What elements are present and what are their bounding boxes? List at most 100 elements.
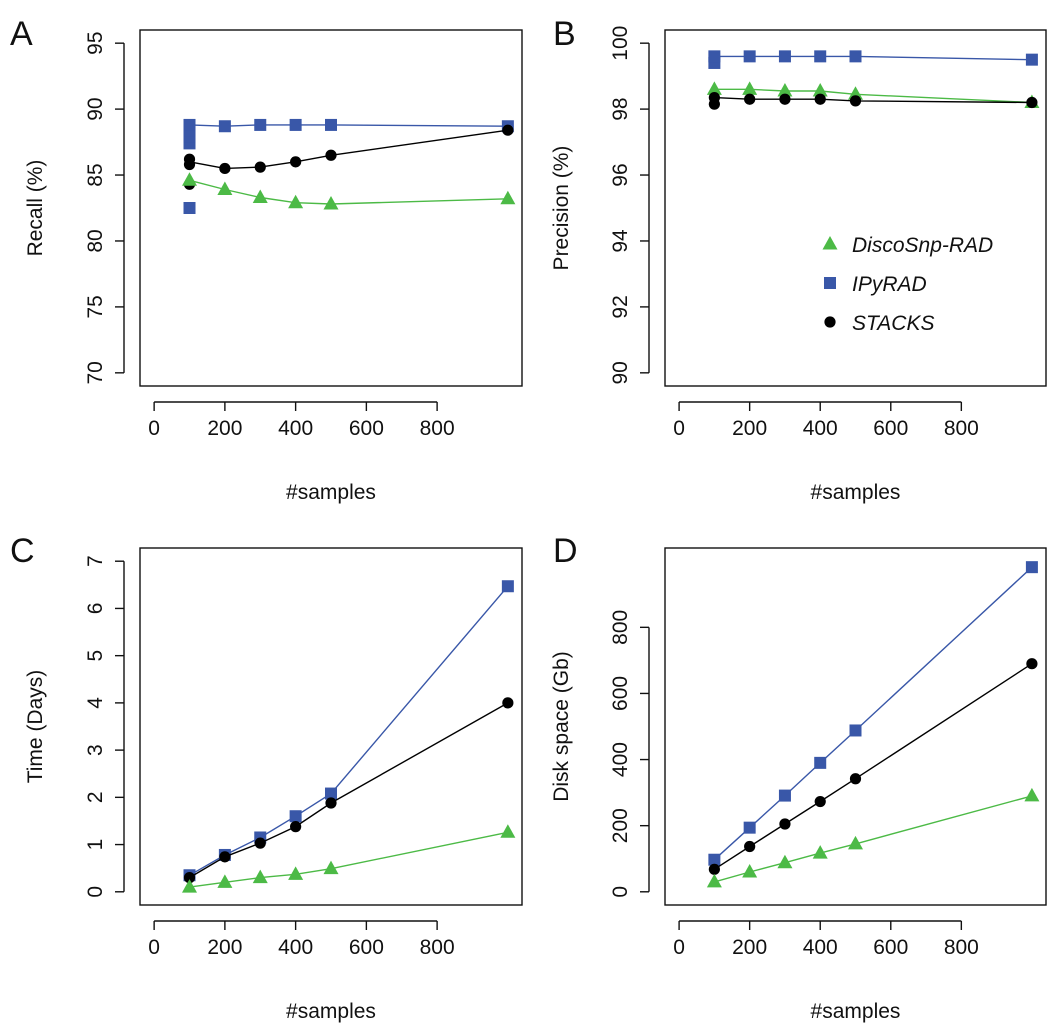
x-axis: 0 200 400 600 800 bbox=[673, 401, 979, 440]
series-line bbox=[714, 663, 1033, 870]
y-tick-label: 3 bbox=[84, 744, 107, 756]
data-point-square bbox=[1025, 561, 1038, 574]
data-point-triangle bbox=[777, 82, 793, 97]
data-point-circle bbox=[254, 837, 266, 849]
x-axis-title: #samples bbox=[811, 1000, 901, 1023]
x-tick-label: 400 bbox=[803, 417, 838, 440]
legend-entry: DiscoSnp-RAD bbox=[822, 234, 993, 257]
data-point-square bbox=[778, 789, 791, 802]
data-point-triangle bbox=[217, 181, 233, 196]
data-point-triangle bbox=[288, 866, 304, 880]
y-axis: 0 1 2 3 4 5 6 7 bbox=[84, 555, 125, 898]
data-point-square bbox=[708, 50, 721, 63]
data-point-triangle bbox=[742, 81, 758, 95]
series-line bbox=[713, 566, 1033, 861]
y-axis: 70 75 80 85 90 95 bbox=[84, 31, 125, 385]
data-point-circle bbox=[502, 697, 514, 709]
data-point-circle bbox=[290, 821, 302, 833]
data-point-square bbox=[325, 118, 337, 131]
data-point-square bbox=[743, 50, 756, 63]
panel-c: C 0 200 400 600 800 #samples 0 1 2 3 4 5 6 7 Time (Days… bbox=[10, 532, 523, 1023]
y-tick-label: 90 bbox=[609, 361, 632, 384]
series-line bbox=[714, 55, 1032, 61]
series-discosnp-rad bbox=[182, 824, 516, 893]
series-line bbox=[714, 795, 1033, 883]
data-point-circle bbox=[849, 773, 862, 785]
y-tick-label: 6 bbox=[84, 603, 107, 615]
series-discosnp-rad bbox=[182, 172, 516, 210]
y-tick-label: 100 bbox=[609, 26, 632, 61]
data-point-triangle bbox=[288, 194, 304, 209]
series-line bbox=[714, 96, 1032, 104]
y-tick-label: 0 bbox=[609, 886, 632, 898]
series-discosnp-rad bbox=[706, 787, 1040, 888]
y-tick-label: 400 bbox=[609, 742, 632, 777]
x-tick-label: 800 bbox=[944, 936, 979, 959]
series-stacks bbox=[183, 124, 514, 190]
data-point-triangle bbox=[182, 172, 198, 186]
series-ipyrad bbox=[708, 50, 1038, 69]
data-point-triangle bbox=[182, 879, 198, 893]
data-point-square bbox=[183, 202, 196, 214]
x-axis-title: #samples bbox=[286, 481, 376, 504]
y-tick-label: 4 bbox=[84, 697, 107, 709]
y-tick-label: 92 bbox=[609, 295, 632, 318]
series-stacks bbox=[708, 658, 1038, 875]
y-tick-label: 98 bbox=[609, 97, 632, 120]
data-point-triangle bbox=[706, 873, 722, 888]
y-tick-label: 800 bbox=[609, 610, 632, 645]
data-point-circle bbox=[183, 153, 196, 165]
x-tick-label: 600 bbox=[349, 417, 384, 440]
data-point-circle bbox=[744, 93, 756, 105]
y-tick-label: 7 bbox=[84, 555, 107, 567]
x-tick-label: 200 bbox=[732, 417, 767, 440]
series-line bbox=[714, 88, 1032, 104]
x-tick-label: 400 bbox=[278, 936, 313, 959]
y-tick-label: 94 bbox=[609, 229, 632, 253]
series-ipyrad bbox=[708, 561, 1038, 866]
x-tick-label: 800 bbox=[420, 417, 455, 440]
y-tick-label: 0 bbox=[84, 886, 107, 898]
series-line bbox=[189, 585, 509, 876]
y-axis-title: Time (Days) bbox=[24, 670, 47, 784]
legend-label: DiscoSnp-RAD bbox=[852, 234, 993, 257]
y-tick-label: 75 bbox=[84, 295, 107, 318]
y-axis-title: Precision (%) bbox=[550, 146, 573, 271]
data-point-circle bbox=[254, 161, 266, 173]
y-tick-label: 200 bbox=[609, 808, 632, 843]
x-axis-title: #samples bbox=[811, 481, 901, 504]
data-point-square bbox=[814, 50, 827, 63]
data-point-triangle bbox=[500, 824, 516, 838]
y-tick-label: 1 bbox=[84, 839, 107, 851]
data-point-circle bbox=[779, 818, 791, 830]
data-point-square bbox=[708, 853, 721, 866]
y-axis: 90 92 94 96 98 100 bbox=[609, 26, 650, 385]
series-stacks bbox=[708, 91, 1038, 110]
data-point-circle bbox=[219, 162, 231, 175]
x-tick-label: 800 bbox=[420, 936, 455, 959]
x-tick-label: 200 bbox=[732, 936, 767, 959]
x-tick-label: 600 bbox=[873, 936, 908, 959]
data-point-circle bbox=[814, 795, 826, 808]
x-tick-label: 600 bbox=[349, 936, 384, 959]
series-line bbox=[189, 129, 508, 170]
series-line bbox=[189, 124, 508, 127]
data-point-triangle bbox=[500, 190, 516, 205]
plot-frame bbox=[664, 29, 1047, 387]
data-point-square bbox=[778, 50, 791, 63]
data-point-triangle bbox=[252, 189, 268, 203]
series-line bbox=[189, 831, 509, 888]
panel-letter: C bbox=[10, 532, 35, 570]
y-tick-label: 80 bbox=[84, 229, 107, 252]
x-tick-label: 0 bbox=[148, 936, 160, 959]
data-point-circle bbox=[1026, 96, 1038, 109]
data-point-circle bbox=[183, 872, 196, 884]
x-axis-title: #samples bbox=[286, 1000, 376, 1023]
panel-b: B 0 200 400 600 800 #samples 90 92 94 96 98 100 Preci… bbox=[550, 15, 1047, 504]
x-tick-label: 0 bbox=[148, 417, 160, 440]
data-point-square bbox=[218, 120, 231, 133]
data-point-square bbox=[814, 756, 827, 769]
legend-entry: IPyRAD bbox=[824, 273, 927, 296]
data-point-square bbox=[501, 580, 514, 593]
data-point-square bbox=[849, 724, 862, 737]
